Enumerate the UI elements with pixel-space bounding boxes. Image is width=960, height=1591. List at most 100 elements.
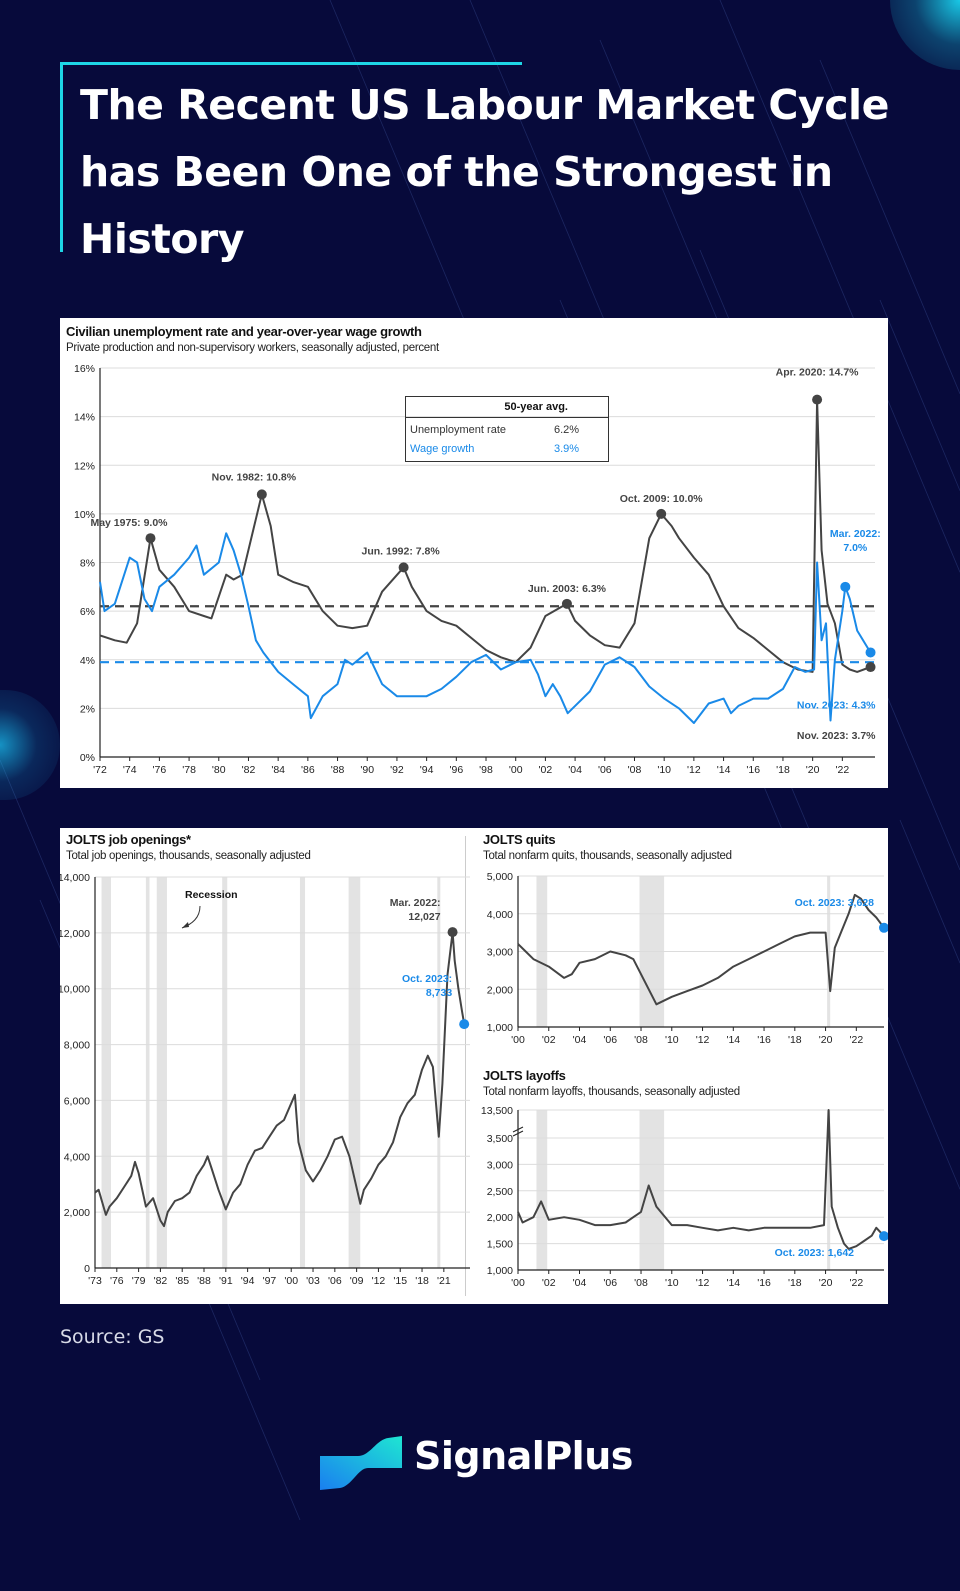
y-tick-label: 4,000 xyxy=(64,1151,90,1163)
x-tick-label: '82 xyxy=(154,1275,168,1287)
y-tick-label: 12% xyxy=(74,460,95,472)
y-tick-label: 5,000 xyxy=(487,871,513,883)
chart-subtitle: Total nonfarm layoffs, thousands, season… xyxy=(483,1086,740,1098)
x-tick-label: '82 xyxy=(242,764,256,776)
annotation-point xyxy=(447,927,458,938)
recession-arrow-icon xyxy=(182,922,189,928)
x-tick-label: '20 xyxy=(806,764,820,776)
annotation-label: Oct. 2009: 10.0% xyxy=(620,493,704,505)
x-tick-label: '12 xyxy=(687,764,701,776)
y-tick-label: 0% xyxy=(80,752,95,764)
x-tick-label: '15 xyxy=(393,1275,407,1287)
annotation-label: May 1975: 9.0% xyxy=(90,517,168,529)
annotation-label: 12,027 xyxy=(408,911,440,923)
x-tick-label: '76 xyxy=(110,1275,124,1287)
annotation-label: Jun. 2003: 6.3% xyxy=(528,583,607,595)
x-tick-label: '16 xyxy=(757,1277,771,1289)
x-tick-label: '74 xyxy=(123,764,137,776)
annotation-point xyxy=(865,662,876,673)
x-tick-label: '88 xyxy=(331,764,345,776)
y-tick-label: 0 xyxy=(84,1263,90,1275)
x-tick-label: '14 xyxy=(726,1277,740,1289)
y-tick-label: 4% xyxy=(80,655,95,667)
x-tick-label: '04 xyxy=(573,1277,587,1289)
x-tick-label: '16 xyxy=(757,1034,771,1046)
x-tick-label: '12 xyxy=(696,1277,710,1289)
annotation-label: Oct. 2023: 3,628 xyxy=(795,897,875,909)
y-tick-label: 2,500 xyxy=(487,1186,513,1198)
x-tick-label: '10 xyxy=(657,764,671,776)
recession-band xyxy=(299,877,306,1268)
y-tick-label: 2,000 xyxy=(487,984,513,996)
recession-band xyxy=(222,877,228,1268)
annotation-point xyxy=(656,508,667,519)
background-line xyxy=(719,0,960,573)
recession-band xyxy=(827,1110,831,1270)
y-tick-label: 10,000 xyxy=(60,984,90,996)
background-line xyxy=(899,819,960,964)
x-tick-label: '84 xyxy=(271,764,285,776)
chart-title: Civilian unemployment rate and year-over… xyxy=(66,324,422,339)
x-tick-label: '88 xyxy=(197,1275,211,1287)
chart-subtitle: Total job openings, thousands, seasonall… xyxy=(66,850,311,862)
annotation-point xyxy=(398,562,409,573)
x-tick-label: '08 xyxy=(634,1277,648,1289)
annotation-label: Jun. 1992: 7.8% xyxy=(362,545,441,557)
recession-arrow-icon xyxy=(181,905,201,929)
axis-break-icon xyxy=(512,1126,524,1137)
x-tick-label: '03 xyxy=(306,1275,320,1287)
x-tick-label: '85 xyxy=(175,1275,189,1287)
y-tick-label: 14% xyxy=(74,412,95,424)
x-tick-label: '00 xyxy=(284,1275,298,1287)
recession-band xyxy=(437,877,441,1268)
annotation-label: 8,733 xyxy=(426,987,452,999)
legend-label-wage: Wage growth xyxy=(410,443,475,455)
recession-band xyxy=(536,1110,548,1270)
x-tick-label: '12 xyxy=(372,1275,386,1287)
title-accent-line xyxy=(60,62,63,252)
recession-band xyxy=(145,877,150,1268)
x-tick-label: '18 xyxy=(776,764,790,776)
y-tick-label: 4,000 xyxy=(487,909,513,921)
recession-band xyxy=(639,1110,665,1270)
x-tick-label: '14 xyxy=(717,764,731,776)
x-tick-label: '22 xyxy=(849,1034,863,1046)
x-tick-label: '18 xyxy=(788,1034,802,1046)
y-tick-label: 3,000 xyxy=(487,1159,513,1171)
brand-name: SignalPlus xyxy=(414,1434,633,1478)
annotation-point xyxy=(840,581,851,592)
series-line-1 xyxy=(99,532,872,724)
brand-logo: SignalPlus xyxy=(318,1428,638,1492)
y-tick-label: 14,000 xyxy=(60,872,90,884)
x-tick-label: '94 xyxy=(420,764,434,776)
x-tick-label: '21 xyxy=(437,1275,451,1287)
unemployment-wage-chart: 0% 2% 4% 6% 8% 10% 12% 14% 16% '72 '74 '76 '78 '80 '82… xyxy=(74,363,881,776)
legend-divider xyxy=(406,417,608,418)
series-line-0 xyxy=(517,893,885,1006)
x-tick-label: '22 xyxy=(835,764,849,776)
x-tick-label: '18 xyxy=(415,1275,429,1287)
x-tick-label: '14 xyxy=(726,1034,740,1046)
background-line xyxy=(879,299,960,491)
series-line-0 xyxy=(517,1109,885,1250)
annotation-point xyxy=(459,1019,470,1030)
title-accent-line xyxy=(60,62,522,65)
y-tick-label: 16% xyxy=(74,363,95,375)
annotation-point xyxy=(561,598,572,609)
annotation-point xyxy=(256,489,267,500)
x-tick-label: '72 xyxy=(93,764,107,776)
y-tick-label: 13,500 xyxy=(481,1105,513,1117)
background-line xyxy=(819,59,960,395)
annotation-label: Nov. 1982: 10.8% xyxy=(212,471,297,483)
x-tick-label: '12 xyxy=(696,1034,710,1046)
recession-band xyxy=(348,877,361,1268)
annotation-point xyxy=(812,394,823,405)
x-tick-label: '06 xyxy=(328,1275,342,1287)
x-tick-label: '06 xyxy=(603,1277,617,1289)
x-tick-label: '20 xyxy=(819,1277,833,1289)
y-tick-label: 8% xyxy=(80,558,95,570)
page-title: The Recent US Labour Market Cycle has Be… xyxy=(80,81,889,263)
x-tick-label: '04 xyxy=(573,1034,587,1046)
legend-header: 50-year avg. xyxy=(504,401,568,413)
annotation-label: Apr. 2020: 14.7% xyxy=(776,367,860,379)
